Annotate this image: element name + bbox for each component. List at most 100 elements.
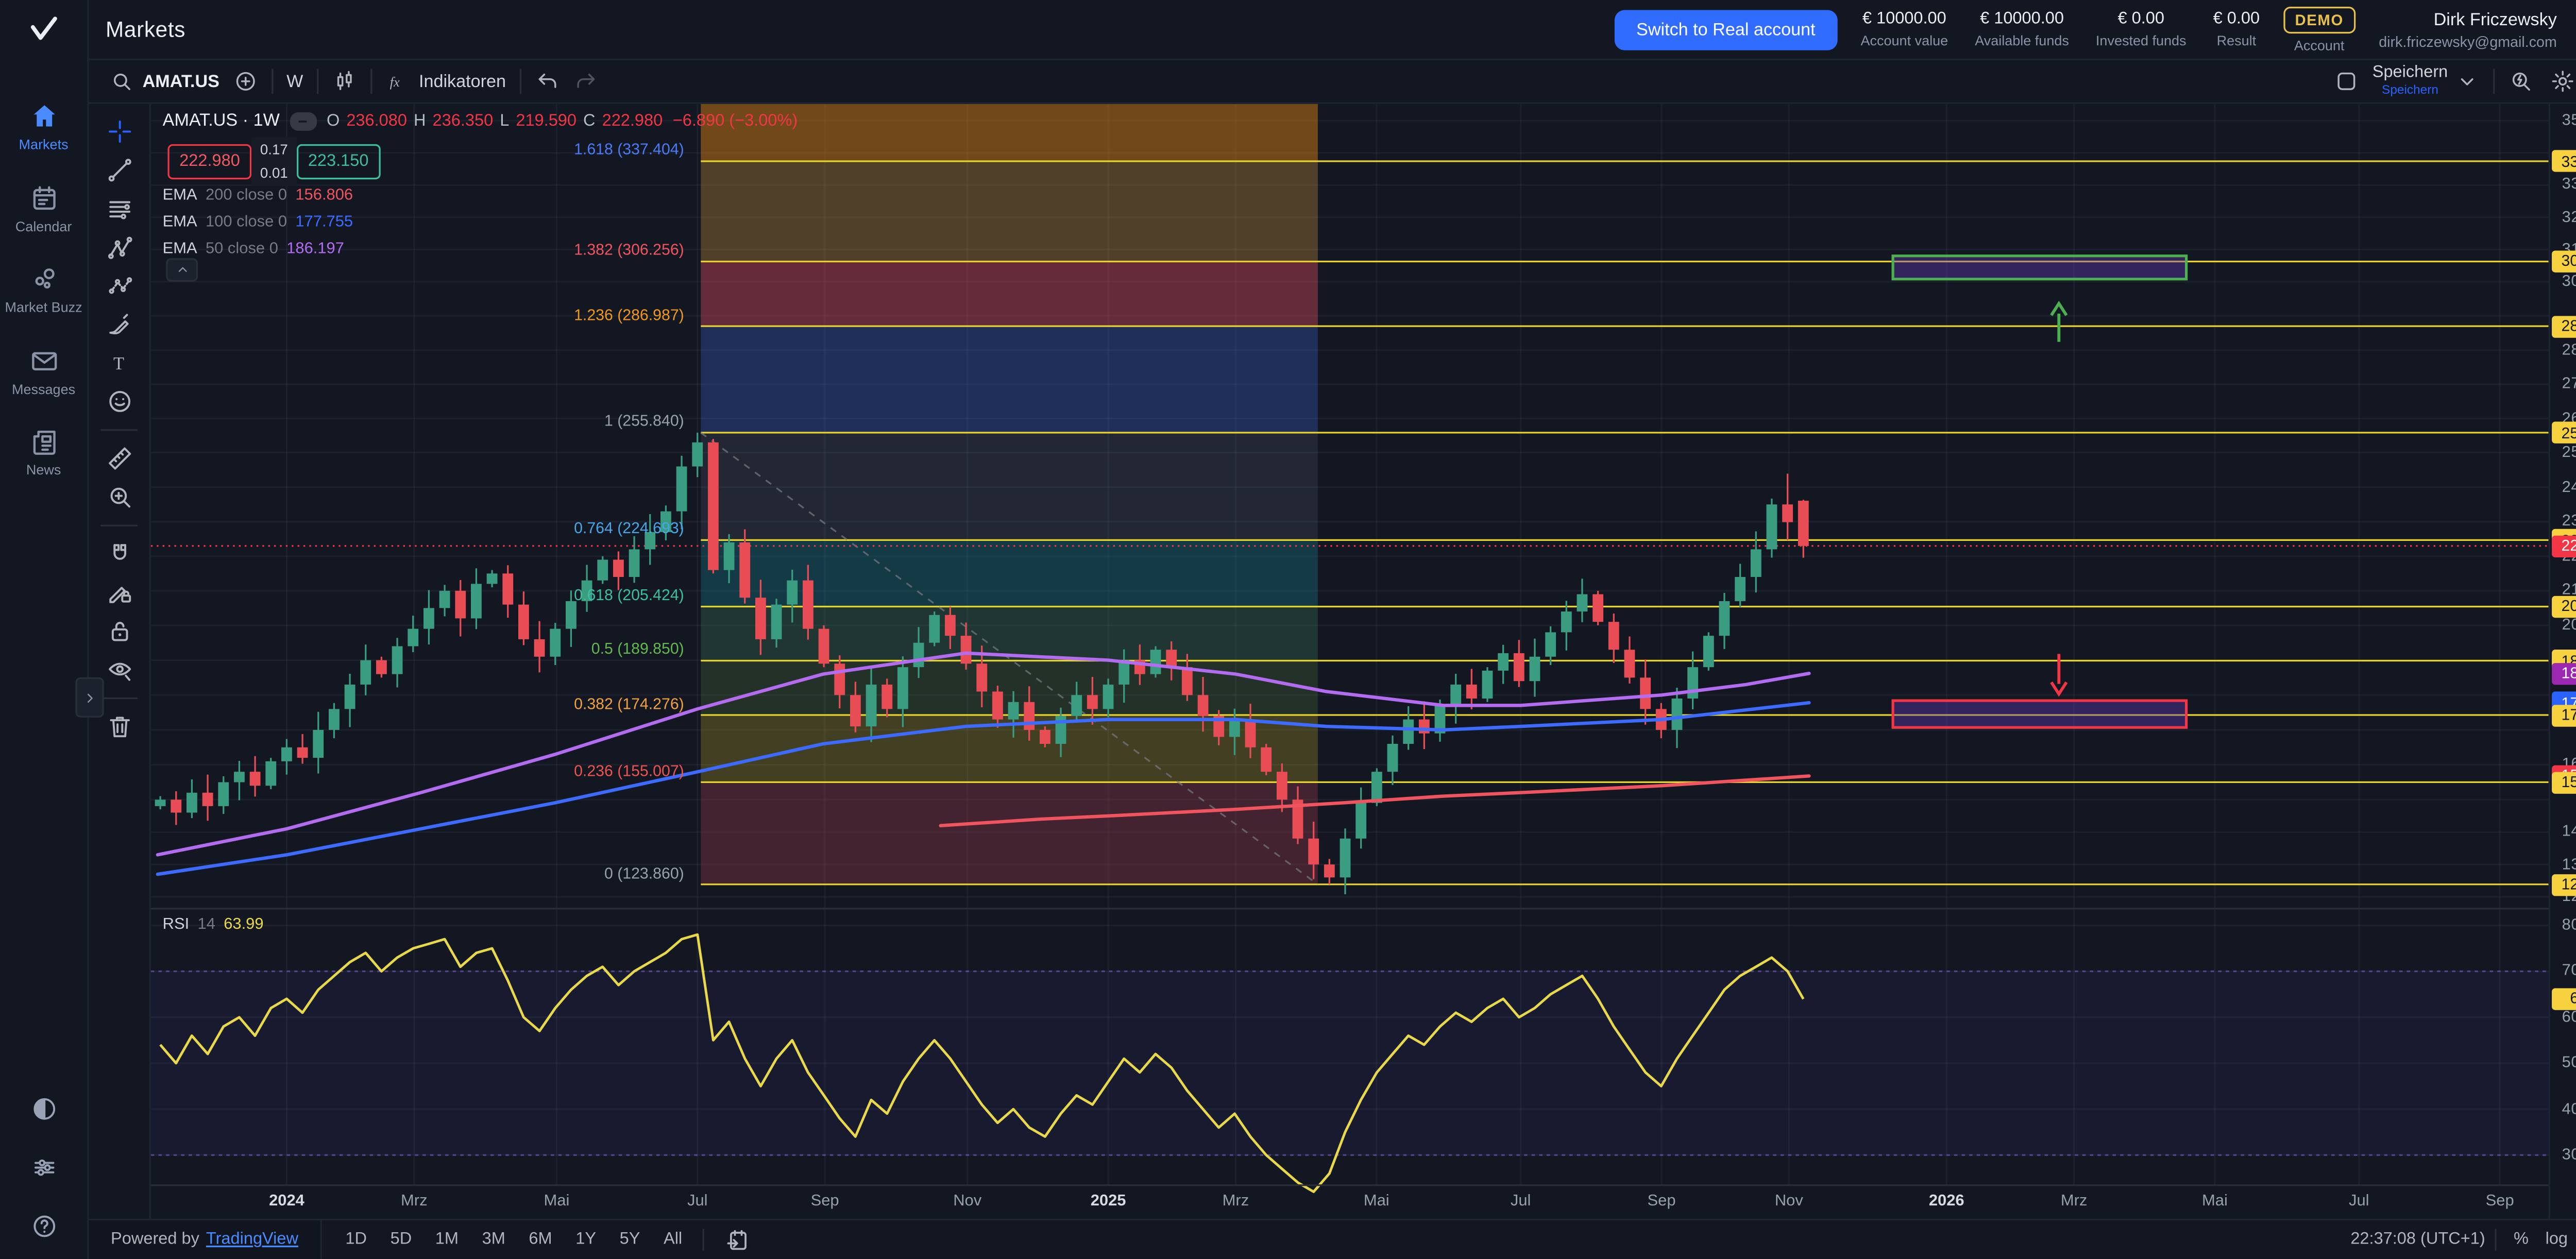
sidebar-item-markets[interactable]: Markets [0,100,87,154]
help-button[interactable] [29,1212,58,1246]
chart-settings-button[interactable] [2550,69,2575,94]
range-button-5y[interactable]: 5Y [619,1230,640,1249]
buy-button[interactable]: 223.150 [296,144,381,180]
account-stats: € 10000.00 Account value € 10000.00 Availab… [1861,10,2260,49]
range-button-6m[interactable]: 6M [529,1230,552,1249]
trendline-tool[interactable] [99,156,139,184]
time-axis-label: Mrz [401,1192,428,1211]
ruler-tool[interactable] [99,444,139,472]
range-button-5d[interactable]: 5D [390,1230,412,1249]
scale-button-log[interactable]: log [2545,1230,2568,1249]
chart-toolbar: AMAT.US W fx Indikatoren [89,60,2576,104]
sidebar-item-calendar[interactable]: Calendar [0,182,87,235]
sell-button[interactable]: 222.980 [167,144,252,180]
envelope-icon [28,345,60,377]
ema-legend-row[interactable]: EMA 200 close 0 156.806 [163,186,353,205]
legend-collapse-button[interactable] [166,258,198,282]
ema-legend-row[interactable]: EMA 50 close 0 186.197 [163,240,353,258]
quote-row: 222.980 0.17 0.01 223.150 [167,137,381,186]
ema-name: EMA [162,240,197,259]
legend-symbol-interval[interactable]: AMAT.US · 1W [162,110,280,131]
fib-level-label: 0.236 (155.007) [574,762,684,779]
range-button-1d[interactable]: 1D [345,1230,367,1249]
price-axis-label: 205.424 [2552,596,2576,618]
toolbar-divider [100,524,138,526]
interval-label: W [286,71,303,92]
scale-button-%[interactable]: % [2514,1230,2529,1249]
compare-add-button[interactable] [233,69,258,94]
chart-style-button[interactable] [332,69,357,94]
goto-date-icon[interactable] [724,1227,751,1253]
sidebar-item-label: Market Buzz [5,298,82,316]
save-layout-button[interactable]: Speichern Speichern [2372,65,2448,97]
range-button-1m[interactable]: 1M [435,1230,459,1249]
sidebar-item-market-buzz[interactable]: Market Buzz [0,263,87,316]
switch-to-real-account-button[interactable]: Switch to Real account [1614,9,1837,50]
interval-button[interactable]: W [286,71,303,91]
ohlc-key: H [413,111,426,130]
time-axis-label: Nov [953,1192,982,1211]
drawing-toolbar: T [89,104,151,1219]
save-dropdown[interactable] [2454,69,2480,94]
stat-available-funds: € 10000.00 Available funds [1975,10,2069,49]
draw-lock-tool[interactable] [99,579,139,607]
price-tick: 330.000 [2562,176,2576,195]
time-axis-label: Sep [2485,1192,2514,1211]
stat-account-value: € 10000.00 Account value [1861,10,1948,49]
redo-button[interactable] [573,69,598,94]
ema-legend-row[interactable]: EMA 100 close 0 177.755 [163,213,353,231]
axis-settings-icon[interactable] [2573,1187,2576,1214]
magnet-tool[interactable] [99,540,139,568]
main-column: Markets Switch to Real account € 10000.0… [75,0,2576,1259]
multiselect-checkbox[interactable] [2334,69,2359,94]
preferences-button[interactable] [29,1153,58,1187]
chart-canvas[interactable]: AMAT.US · 1W O 236.080 H 236.350 L 219.590 C 22… [150,104,2549,1219]
clock[interactable]: 22:37:08 (UTC+1) [2350,1230,2485,1249]
eye-tool[interactable] [99,655,139,684]
brush-tool[interactable] [99,310,139,338]
page-title: Markets [106,16,186,42]
emoji-tool[interactable] [99,387,139,416]
calendar-icon [28,182,60,214]
sidebar-item-label: Markets [19,135,69,153]
lock-tool[interactable] [99,617,139,645]
indicators-button[interactable]: fx Indikatoren [385,69,506,94]
sidebar-item-news[interactable]: News [0,426,87,479]
rsi-tick: 40.00 [2562,1100,2576,1118]
trash-tool[interactable] [99,712,139,741]
symbol-search[interactable]: AMAT.US [109,69,219,94]
pattern-tool[interactable] [99,271,139,300]
range-button-all[interactable]: All [663,1230,683,1249]
text-tool[interactable]: T [99,349,139,377]
time-axis-label: Sep [810,1192,839,1211]
tradingview-link[interactable]: TradingView [206,1230,299,1249]
undo-icon [534,69,560,94]
time-axis-label: Jul [2349,1192,2369,1211]
sidebar-item-messages[interactable]: Messages [0,345,87,398]
theme-toggle-button[interactable] [29,1095,58,1128]
broker-logo[interactable] [0,0,87,59]
pitchfork-tool[interactable] [99,233,139,261]
time-axis-label: Mai [2202,1192,2228,1211]
price-tick: 200.000 [2562,616,2576,635]
price-axis-label: 222.980 [2552,535,2576,557]
range-button-1y[interactable]: 1Y [575,1230,597,1249]
topbar-account-area: Switch to Real account € 10000.00 Account… [1614,6,2576,53]
crosshair-tool[interactable] [99,117,139,146]
rsi-tick: 30.00 [2562,1146,2576,1165]
legend-hide-button[interactable] [290,111,317,130]
zoom-in-tool[interactable] [99,483,139,511]
time-axis-label: Mrz [1222,1192,1249,1211]
ohlc-key: C [583,111,596,130]
undo-button[interactable] [534,69,560,94]
text-icon: T [105,349,133,377]
user-block[interactable]: Dirk Friczewsky dirk.friczewsky@gmail.co… [2379,9,2557,49]
price-axis[interactable]: 350.000330.000320.000310.000300.000280.0… [2548,104,2576,1219]
watchlist-expander-button[interactable] [75,677,104,718]
search-icon [109,69,134,94]
ohlc-value: 236.350 [432,111,494,130]
range-button-3m[interactable]: 3M [482,1230,505,1249]
quick-search-button[interactable] [2508,69,2533,94]
parallel-lines-tool[interactable] [99,194,139,223]
candles-icon [332,69,357,94]
